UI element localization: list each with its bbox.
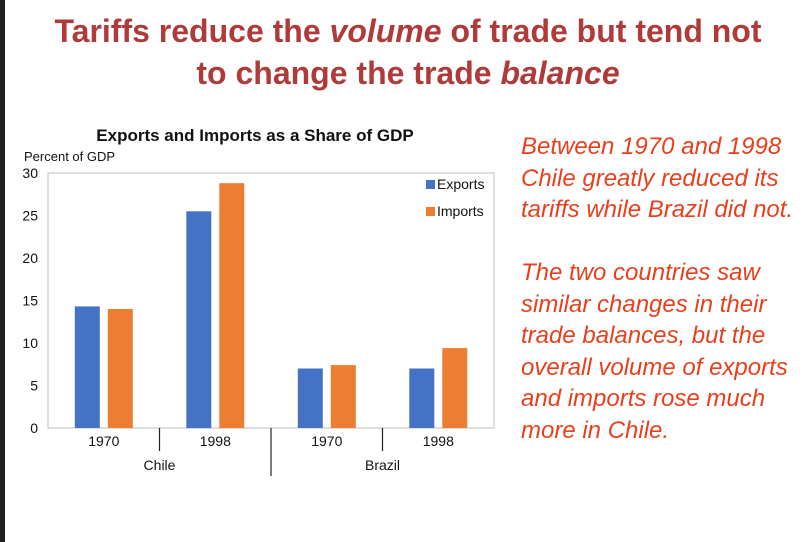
slide-title-text-2: of trade but tend not: [441, 13, 762, 49]
chart-title: Exports and Imports as a Share of GDP: [96, 126, 414, 145]
slide-title: Tariffs reduce the volume of trade but t…: [10, 10, 806, 94]
slide-left-edge: [0, 0, 5, 542]
y-tick-label: 15: [22, 293, 38, 309]
x-tick-label: 1970: [311, 433, 342, 449]
commentary-paragraph-1: Between 1970 and 1998 Chile greatly redu…: [521, 133, 794, 223]
y-axis-label: Percent of GDP: [24, 149, 115, 164]
side-commentary: Between 1970 and 1998 Chile greatly redu…: [521, 131, 801, 446]
y-tick-label: 0: [30, 420, 38, 436]
legend-swatch-imports: [426, 207, 435, 216]
x-tick-label: 1998: [200, 433, 231, 449]
bar-imports-1: [219, 183, 245, 428]
bar-exports-2: [297, 368, 323, 428]
x-group-label-chile: Chile: [144, 457, 176, 473]
y-tick-label: 20: [22, 250, 38, 266]
bar-imports-2: [330, 365, 356, 428]
commentary-paragraph-2: The two countries saw similar changes in…: [521, 259, 788, 444]
bar-exports-1: [186, 211, 212, 429]
x-tick-label: 1970: [88, 433, 119, 449]
slide-title-emphasis-balance: balance: [500, 55, 620, 91]
x-group-label-brazil: Brazil: [365, 457, 400, 473]
y-tick-label: 10: [22, 335, 38, 351]
bar-imports-3: [442, 348, 468, 428]
x-tick-label: 1998: [423, 433, 454, 449]
slide-title-text-3: to change the trade: [196, 55, 501, 91]
y-tick-label: 30: [22, 165, 38, 181]
slide-title-emphasis-volume: volume: [329, 13, 442, 49]
bar-imports-0: [107, 309, 133, 428]
bar-exports-0: [74, 306, 100, 428]
y-tick-label: 5: [30, 378, 38, 394]
legend-label-imports: Imports: [437, 203, 484, 219]
bar-exports-3: [409, 368, 435, 428]
slide-title-text-1: Tariffs reduce the: [54, 13, 330, 49]
legend-swatch-exports: [426, 180, 435, 189]
legend-label-exports: Exports: [437, 176, 484, 192]
y-tick-label: 25: [22, 208, 38, 224]
